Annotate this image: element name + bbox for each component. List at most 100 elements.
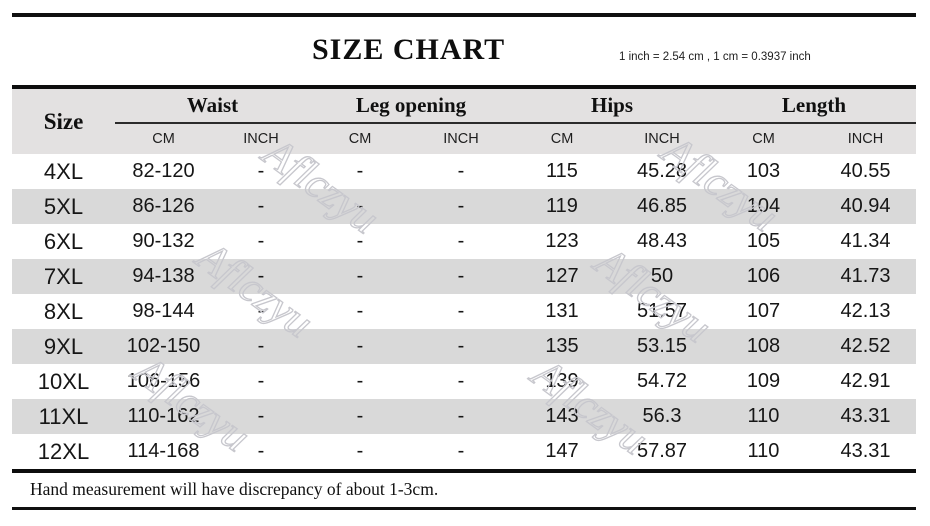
waist-cm-cell: 94-138 [132,265,195,287]
length-inch-cell: 42.91 [840,370,891,392]
column-header-cm: CM [712,123,815,154]
table-row: 11XL 110-162 - - - 143 56.3 110 43.31 [12,399,916,434]
length-cm-cell: 107 [746,300,781,322]
length-cm-cell: 109 [746,370,781,392]
length-cm-cell: 110 [747,440,780,462]
table-row: 5XL 86-126 - - - 119 46.85 104 40.94 [12,189,916,224]
hips-inch-cell: 46.85 [636,195,688,217]
table-row: 9XL 102-150 - - - 135 53.15 108 42.52 [12,329,916,364]
waist-inch-cell: - [257,265,265,287]
size-table-body: 4XL 82-120 - - - 115 45.28 103 40.55 5XL 86-126 - - -… [12,154,916,471]
table-row: 4XL 82-120 - - - 115 45.28 103 40.55 [12,154,916,189]
waist-inch-cell: - [257,335,265,357]
leg-inch-cell: - [457,335,465,357]
waist-inch-cell: - [257,300,265,322]
waist-inch-cell: - [257,370,265,392]
length-inch-cell: 42.52 [840,335,891,357]
waist-inch-cell: - [257,440,265,462]
column-header-inch: INCH [815,123,916,154]
hips-inch-cell: 54.72 [636,370,688,392]
leg-inch-cell: - [457,440,465,462]
column-header-cm: CM [512,123,612,154]
leg-inch-cell: - [457,405,465,427]
size-cell: 6XL [43,228,84,254]
length-inch-cell: 43.31 [840,405,891,427]
size-cell: 11XL [38,403,89,429]
leg-cm-cell: - [356,405,364,427]
size-cell: 10XL [37,368,90,394]
column-header-size: Size [12,87,115,154]
leg-cm-cell: - [356,440,364,462]
length-cm-cell: 103 [746,160,781,182]
leg-inch-cell: - [457,300,465,322]
unit-header-row: CM INCH CM INCH CM INCH CM INCH [12,123,916,154]
leg-cm-cell: - [356,230,364,252]
hips-cm-cell: 115 [546,160,578,182]
waist-inch-cell: - [257,230,265,252]
length-cm-cell: 106 [746,265,781,287]
leg-inch-cell: - [457,230,465,252]
leg-inch-cell: - [457,195,465,217]
waist-cm-cell: 90-132 [132,230,195,252]
waist-cm-cell: 98-144 [132,300,195,322]
hips-cm-cell: 131 [545,300,579,322]
group-header-row: Size Waist Leg opening Hips Length [12,87,916,154]
table-row: 10XL 106-156 - - - 139 54.72 109 42.91 [12,364,916,399]
measurement-disclaimer: Hand measurement will have discrepancy o… [30,479,439,499]
conversion-note: 1 inch = 2.54 cm , 1 cm = 0.3937 inch [619,51,811,63]
hips-inch-cell: 53.15 [636,335,688,357]
column-header-inch: INCH [212,123,310,154]
length-inch-cell: 41.34 [840,230,891,252]
leg-cm-cell: - [356,335,364,357]
waist-cm-cell: 82-120 [132,160,195,182]
leg-inch-cell: - [457,160,465,182]
size-cell: 5XL [43,193,84,219]
size-cell: 4XL [43,158,84,184]
column-header-cm: CM [310,123,410,154]
length-cm-cell: 110 [747,405,780,427]
bottom-divider [12,507,916,510]
column-header-inch: INCH [612,123,712,154]
leg-cm-cell: - [356,370,364,392]
hips-cm-cell: 119 [546,195,578,217]
hips-cm-cell: 135 [545,335,579,357]
hips-cm-cell: 139 [545,370,579,392]
hips-inch-cell: 56.3 [642,405,682,427]
leg-inch-cell: - [457,265,465,287]
length-cm-cell: 108 [746,335,781,357]
hips-inch-cell: 45.28 [636,160,688,182]
hips-cm-cell: 143 [545,405,579,427]
waist-cm-cell: 102-150 [126,335,201,357]
size-cell: 7XL [43,263,84,289]
column-group-hips: Hips [512,87,712,124]
length-inch-cell: 43.31 [840,440,891,462]
length-inch-cell: 40.55 [840,160,891,182]
waist-cm-cell: 110-162 [127,405,200,427]
leg-cm-cell: - [356,300,364,322]
leg-inch-cell: - [457,370,465,392]
column-header-cm: CM [115,123,212,154]
length-inch-cell: 41.73 [840,265,891,287]
leg-cm-cell: - [356,265,364,287]
column-group-leg-opening: Leg opening [310,87,512,124]
page-title: SIZE CHART [312,33,506,66]
waist-cm-cell: 114-168 [127,440,200,462]
hips-cm-cell: 123 [545,230,579,252]
size-cell: 12XL [37,438,90,464]
waist-inch-cell: - [257,195,265,217]
column-group-length: Length [712,87,916,124]
size-cell: 9XL [43,333,84,359]
length-cm-cell: 104 [746,195,781,217]
hips-inch-cell: 50 [650,265,674,287]
column-header-inch: INCH [410,123,512,154]
size-cell: 8XL [43,298,84,324]
size-chart-table: Size Waist Leg opening Hips Length CM IN… [12,85,916,473]
length-inch-cell: 40.94 [840,195,891,217]
table-row: 12XL 114-168 - - - 147 57.87 110 43.31 [12,434,916,471]
waist-inch-cell: - [257,405,265,427]
leg-cm-cell: - [356,195,364,217]
hips-inch-cell: 57.87 [636,440,688,462]
column-group-waist: Waist [115,87,310,124]
hips-inch-cell: 48.43 [636,230,688,252]
